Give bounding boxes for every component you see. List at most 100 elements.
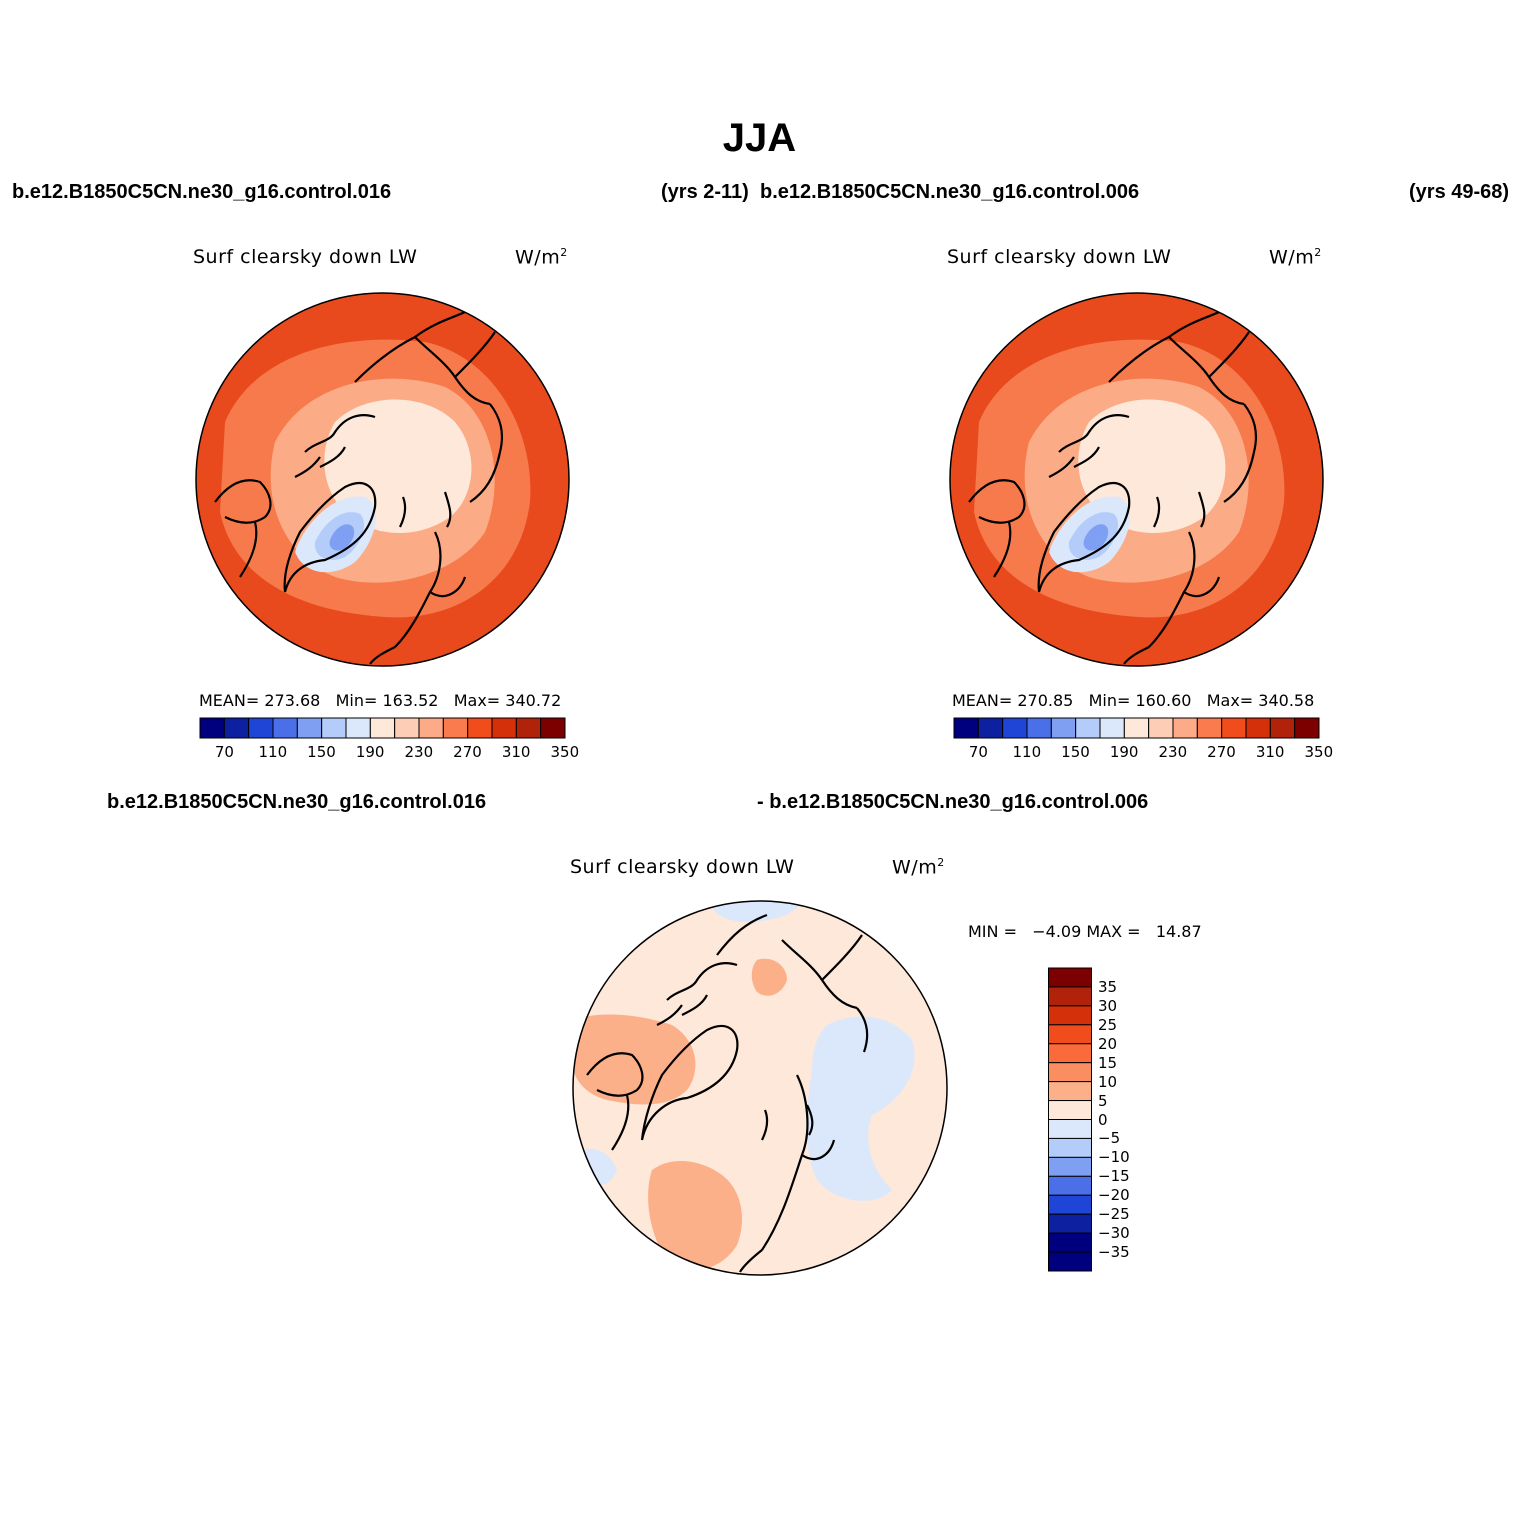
colorbar-swatch — [394, 717, 420, 739]
colorbar-tick-label: 25 — [1098, 1015, 1118, 1034]
left-colorbar-ticks: 70 110 150 190 230 270 310 350 — [200, 743, 579, 763]
colorbar-swatch — [1026, 717, 1052, 739]
colorbar-tick-label: 70 — [968, 743, 988, 761]
colorbar-tick-label: 310 — [501, 743, 531, 761]
diff-variable-title: Surf clearsky down LW — [570, 856, 795, 878]
right-variable-title: Surf clearsky down LW — [947, 246, 1172, 268]
colorbar-swatch — [199, 717, 225, 739]
right-units: W/m2 — [1269, 246, 1322, 269]
colorbar-tick-label: 150 — [307, 743, 336, 761]
colorbar-tick-label: 0 — [1098, 1110, 1108, 1129]
colorbar-tick-label: −10 — [1098, 1148, 1130, 1167]
colorbar-swatch — [223, 717, 250, 739]
colorbar-tick-label: −20 — [1098, 1186, 1130, 1205]
colorbar-swatch — [1099, 717, 1125, 739]
colorbar-swatch — [515, 717, 542, 739]
colorbar-swatch — [1048, 1024, 1092, 1045]
colorbar-swatch — [1048, 1213, 1092, 1234]
diff-cool-region — [807, 1016, 915, 1201]
colorbar-swatch — [1050, 717, 1077, 739]
colorbar-tick-label: −30 — [1098, 1224, 1130, 1243]
colorbar-swatch — [1048, 1043, 1092, 1064]
colorbar-swatch — [296, 717, 323, 739]
right-polar-map — [949, 292, 1324, 667]
right-max-value: 340.58 — [1258, 691, 1315, 710]
colorbar-swatch — [491, 717, 517, 739]
colorbar-tick-label: 15 — [1098, 1053, 1118, 1072]
colorbar-tick-label: 35 — [1098, 977, 1118, 996]
coastlines — [214, 311, 504, 665]
right-min-value: 160.60 — [1135, 691, 1192, 710]
colorbar-tick-label: −5 — [1098, 1129, 1121, 1148]
colorbar-swatch — [1002, 717, 1028, 739]
colorbar-swatch — [1196, 717, 1223, 739]
colorbar-tick-label: 10 — [1098, 1072, 1118, 1091]
right-colorbar — [953, 717, 1320, 739]
diff-colorbar — [1048, 967, 1092, 1272]
diff-warm-region — [648, 1160, 742, 1271]
left-case-name: b.e12.B1850C5CN.ne30_g16.control.016 — [12, 181, 392, 203]
colorbar-tick-label: 310 — [1255, 743, 1285, 761]
colorbar-swatch — [1048, 1175, 1092, 1196]
colorbar-tick-label: 230 — [1158, 743, 1188, 761]
colorbar-swatch — [1048, 1194, 1092, 1215]
colorbar-tick-label: 230 — [404, 743, 434, 761]
colorbar-tick-label: 20 — [1098, 1034, 1118, 1053]
colorbar-swatch — [1294, 717, 1320, 739]
colorbar-swatch — [1048, 1232, 1092, 1253]
colorbar-swatch — [369, 717, 396, 739]
colorbar-swatch — [1269, 717, 1296, 739]
left-years: (yrs 2-11) — [661, 181, 749, 203]
diff-max-value: 14.87 — [1155, 922, 1202, 941]
colorbar-tick-label: 30 — [1098, 996, 1118, 1015]
left-units: W/m2 — [515, 246, 568, 269]
colorbar-swatch — [1048, 1156, 1092, 1177]
colorbar-swatch — [1048, 1119, 1092, 1139]
colorbar-swatch — [1048, 1005, 1092, 1026]
diff-min-value: −4.09 — [1032, 922, 1082, 941]
diff-case-a: b.e12.B1850C5CN.ne30_g16.control.016 — [107, 791, 487, 813]
right-stats: MEAN= 270.85 Min= 160.60 Max= 340.58 — [952, 691, 1315, 710]
right-years: (yrs 49-68) — [1409, 181, 1510, 203]
right-colorbar-ticks: 70 110 150 190 230 270 310 350 — [954, 743, 1333, 763]
colorbar-tick-label: 150 — [1061, 743, 1090, 761]
colorbar-tick-label: −15 — [1098, 1167, 1130, 1186]
diff-polar-map — [572, 900, 948, 1276]
diff-cool-region — [711, 901, 802, 922]
left-colorbar — [199, 717, 566, 739]
colorbar-swatch — [1221, 717, 1247, 739]
colorbar-swatch — [1048, 1062, 1092, 1083]
colorbar-swatch — [1048, 1251, 1092, 1272]
main-title: JJA — [722, 116, 797, 160]
colorbar-swatch — [248, 717, 274, 739]
colorbar-swatch — [1048, 1100, 1092, 1120]
colorbar-tick-label: 350 — [550, 743, 580, 761]
colorbar-tick-label: 5 — [1098, 1091, 1108, 1110]
colorbar-swatch — [977, 717, 1004, 739]
colorbar-swatch — [442, 717, 469, 739]
left-min-value: 163.52 — [382, 691, 439, 710]
colorbar-tick-label: 270 — [1207, 743, 1236, 761]
left-variable-title: Surf clearsky down LW — [193, 246, 418, 268]
colorbar-tick-label: 190 — [355, 743, 385, 761]
colorbar-swatch — [1172, 717, 1198, 739]
left-max-value: 340.72 — [505, 691, 562, 710]
colorbar-tick-label: 350 — [1304, 743, 1334, 761]
colorbar-swatch — [953, 717, 979, 739]
colorbar-tick-label: −25 — [1098, 1205, 1130, 1224]
left-mean-value: 273.68 — [264, 691, 321, 710]
colorbar-swatch — [1245, 717, 1271, 739]
greenland-core-region — [1083, 524, 1109, 551]
colorbar-swatch — [321, 717, 347, 739]
colorbar-swatch — [1048, 986, 1092, 1007]
greenland-core-region — [329, 524, 355, 551]
colorbar-tick-label: −35 — [1098, 1243, 1130, 1262]
colorbar-tick-label: 110 — [258, 743, 288, 761]
diff-warm-region — [751, 958, 787, 996]
left-stats: MEAN= 273.68 Min= 163.52 Max= 340.72 — [199, 691, 562, 710]
colorbar-swatch — [272, 717, 298, 739]
diff-units: W/m2 — [892, 856, 945, 879]
coastlines — [968, 311, 1258, 665]
colorbar-swatch — [1148, 717, 1174, 739]
colorbar-swatch — [1075, 717, 1101, 739]
